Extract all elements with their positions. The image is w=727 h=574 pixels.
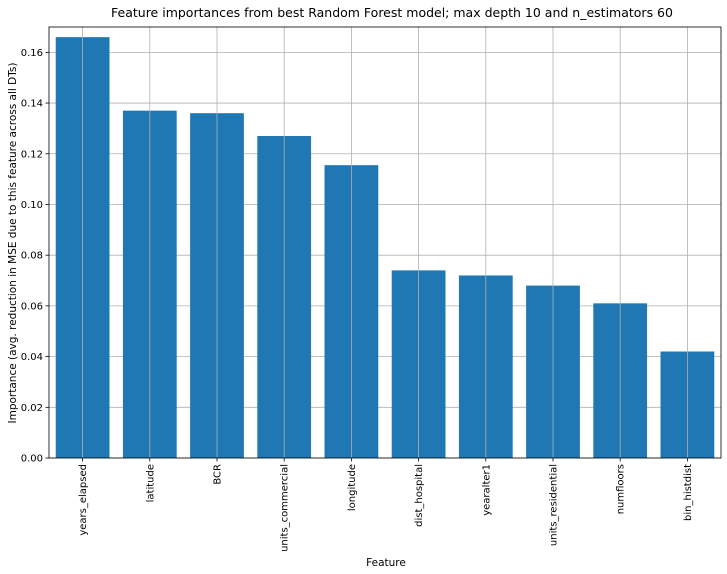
y-tick-label: 0.10: [21, 200, 43, 211]
x-tick-label: BCR: [213, 464, 224, 485]
y-tick-label: 0.16: [21, 48, 43, 59]
x-tick-label: longitude: [347, 464, 358, 511]
y-tick-label: 0.04: [21, 352, 43, 363]
x-tick-label: yearalter1: [481, 464, 492, 516]
x-gridlines-over-bars: [82, 27, 688, 458]
y-tick-label: 0.06: [21, 301, 43, 312]
y-tick-label: 0.12: [21, 149, 43, 160]
y-tick-label: 0.14: [21, 99, 43, 110]
chart-title: Feature importances from best Random For…: [111, 5, 673, 20]
x-tick-label: dist_hospital: [414, 464, 425, 527]
x-tick-label: latitude: [145, 464, 156, 502]
x-tick-label: bin_histdist: [683, 464, 694, 521]
x-tick-label: numfloors: [616, 464, 627, 514]
x-axis-ticks: years_elapsed latitude BCR units_commercial…: [78, 458, 694, 552]
x-tick-label: years_elapsed: [78, 464, 89, 536]
x-axis-label: Feature: [366, 557, 406, 569]
y-tick-label: 0.02: [21, 403, 43, 414]
plot-frame: [48, 26, 722, 459]
x-tick-label: units_commercial: [280, 464, 291, 552]
y-tick-label: 0.08: [21, 251, 43, 262]
y-axis-ticks: 0.00 0.02 0.04 0.06 0.08 0.10 0.12 0.14 0.16: [21, 48, 49, 465]
y-tick-label: 0.00: [21, 454, 43, 465]
y-axis-label: Importance (avg. reduction in MSE due to…: [7, 63, 19, 424]
x-tick-label: units_residential: [549, 464, 560, 546]
